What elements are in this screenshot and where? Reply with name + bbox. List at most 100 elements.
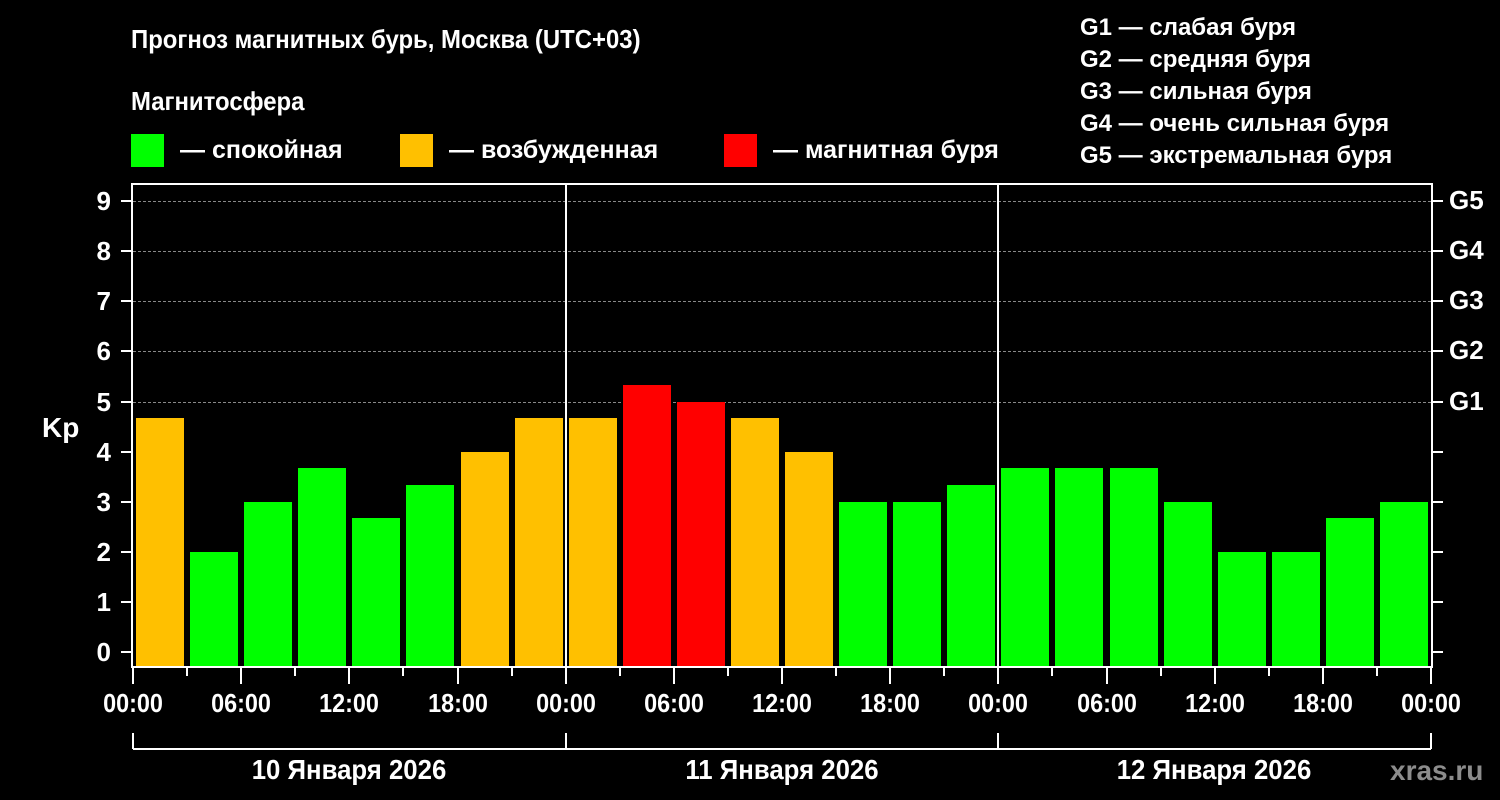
g-level-label: G5 (1449, 185, 1484, 216)
x-tick-label: 12:00 (752, 688, 812, 718)
y-tick (121, 400, 131, 403)
quiet-swatch-icon (131, 134, 164, 167)
x-tick (943, 668, 946, 676)
kp-bar (460, 451, 509, 666)
legend-label: — спокойная (180, 136, 343, 164)
x-tick-label: 06:00 (1076, 688, 1137, 718)
day-label: 10 Января 2026 (251, 754, 447, 785)
g-level-label: G1 (1449, 385, 1484, 416)
kp-bar (785, 451, 834, 666)
y-tick-label: 4 (96, 436, 111, 467)
legend-item-quiet: — спокойная (131, 134, 343, 167)
excited-swatch-icon (400, 134, 433, 167)
legend-label: — возбужденная (449, 136, 659, 164)
day-bracket-tick (997, 733, 1000, 749)
y-axis-label: Kp (42, 412, 80, 443)
day-bracket-line (133, 748, 1431, 750)
y-tick-label: 8 (96, 236, 111, 267)
x-tick (564, 668, 567, 684)
legend-heading: Магнитосфера (131, 86, 305, 116)
legend-item-excited: — возбужденная (400, 134, 658, 167)
kp-bar (406, 485, 455, 666)
kp-bar (947, 485, 996, 666)
right-tick (1433, 200, 1443, 203)
gridline (133, 351, 1431, 353)
day-bracket-tick (1430, 733, 1432, 749)
kp-bar (298, 468, 347, 666)
kp-bar (622, 384, 671, 666)
kp-bar (352, 518, 401, 666)
gridline (133, 401, 1431, 403)
g-level-label: G4 (1449, 235, 1484, 266)
legend-label: — магнитная буря (773, 136, 999, 164)
kp-bar (190, 551, 239, 666)
y-tick (121, 250, 131, 253)
y-tick (121, 651, 131, 653)
kp-bar (1055, 468, 1104, 666)
x-tick (1321, 668, 1324, 684)
storm-level-g3: G3 — сильная буря (1080, 78, 1312, 105)
x-tick (618, 668, 621, 676)
right-tick (1433, 400, 1443, 403)
y-tick (121, 450, 131, 453)
y-tick (121, 550, 131, 553)
kp-bar (568, 418, 617, 666)
y-tick-label: 3 (96, 486, 111, 517)
x-tick (402, 668, 405, 676)
x-tick (726, 668, 729, 676)
day-separator (564, 185, 567, 666)
kp-bar (1109, 468, 1158, 666)
storm-level-legend: G1 — слабая буря G2 — средняя буря G3 — … (1080, 12, 1392, 172)
y-tick (121, 300, 131, 303)
y-tick-label: 2 (96, 536, 111, 567)
x-tick (889, 668, 892, 684)
kp-bar (514, 418, 563, 666)
y-tick (121, 200, 131, 203)
kp-bar (1163, 501, 1212, 666)
kp-bar (893, 501, 942, 666)
legend-item-storm: — магнитная буря (724, 134, 999, 167)
g-level-label: G2 (1449, 335, 1484, 366)
x-tick-label: 06:00 (211, 688, 272, 718)
right-tick (1433, 350, 1443, 353)
g-level-label: G3 (1449, 285, 1484, 316)
x-tick-label: 00:00 (535, 688, 596, 718)
storm-swatch-icon (724, 134, 757, 167)
day-label: 11 Января 2026 (685, 754, 879, 785)
x-tick (294, 668, 297, 676)
x-tick-label: 18:00 (427, 688, 488, 718)
x-tick (1430, 668, 1432, 684)
x-tick (1105, 668, 1108, 684)
x-tick-label: 00:00 (1401, 688, 1461, 718)
x-tick (1213, 668, 1216, 684)
gridline (133, 251, 1431, 253)
y-tick-label: 0 (96, 637, 111, 667)
x-tick (348, 668, 351, 684)
x-tick-label: 12:00 (1184, 688, 1245, 718)
right-tick (1433, 651, 1443, 653)
right-tick (1433, 300, 1443, 303)
kp-bar (1325, 518, 1374, 666)
day-label: 12 Января 2026 (1117, 754, 1312, 785)
x-tick (1267, 668, 1270, 676)
x-tick (1159, 668, 1162, 676)
x-tick-label: 00:00 (103, 688, 163, 718)
y-tick-label: 5 (96, 386, 111, 417)
x-tick (672, 668, 675, 684)
y-tick (121, 500, 131, 503)
kp-bar (1001, 468, 1050, 666)
day-bracket-tick (564, 733, 567, 749)
chart-title: Прогноз магнитных бурь, Москва (UTC+03) (131, 24, 641, 54)
y-tick (121, 600, 131, 603)
x-tick-label: 12:00 (319, 688, 380, 718)
x-tick-label: 18:00 (860, 688, 921, 718)
x-tick (132, 668, 134, 684)
x-tick-label: 00:00 (968, 688, 1029, 718)
kp-bar (136, 418, 185, 666)
x-tick-label: 18:00 (1292, 688, 1353, 718)
kp-bar (244, 501, 293, 666)
kp-bar (676, 401, 725, 666)
right-tick (1433, 600, 1443, 603)
y-tick-label: 1 (96, 586, 111, 617)
storm-level-g5: G5 — экстремальная буря (1080, 142, 1393, 169)
